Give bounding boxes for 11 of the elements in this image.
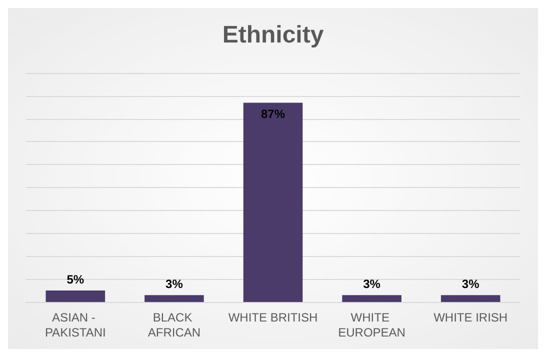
x-tick-label: ASIAN - PAKISTANI (44, 310, 106, 340)
chart-title: Ethnicity (222, 22, 324, 48)
data-label: 3% (166, 277, 184, 292)
x-tick-label: BLACK AFRICAN (148, 310, 201, 340)
data-label: 87% (260, 106, 286, 121)
data-label: 5% (66, 272, 84, 287)
x-tick-label: WHITE BRITISH (228, 310, 318, 324)
data-label: 3% (363, 277, 381, 292)
data-label: 3% (462, 277, 480, 292)
x-tick-label: WHITE EUROPEAN (338, 310, 406, 340)
x-tick-label: WHITE IRISH (434, 310, 508, 324)
